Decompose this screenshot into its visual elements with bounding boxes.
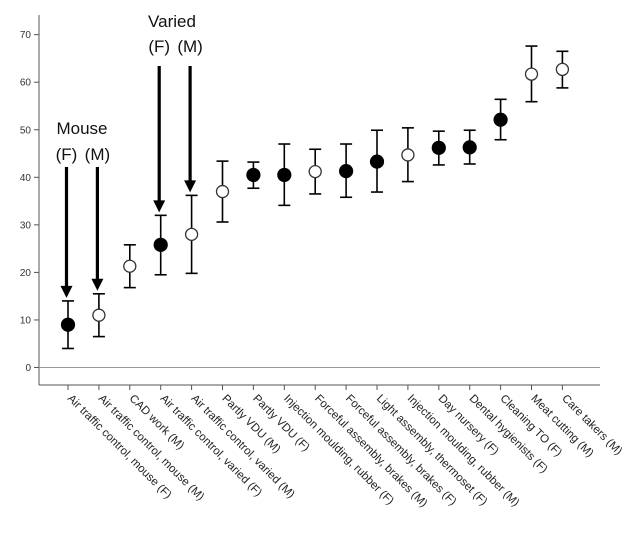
filled-data-point	[246, 167, 261, 183]
y-tick-label: 70	[20, 30, 32, 41]
filled-data-point	[277, 167, 292, 183]
x-axis	[39, 367, 600, 390]
y-tick-label: 50	[20, 125, 32, 136]
open-data-point	[555, 62, 570, 77]
annotation-label: (F)	[148, 37, 170, 56]
open-data-point	[524, 67, 539, 81]
annotation-title: Mouse	[56, 119, 107, 138]
open-data-point	[184, 227, 199, 242]
filled-data-point	[462, 140, 477, 155]
open-data-point	[308, 164, 322, 179]
arrow-down-icon	[184, 180, 197, 193]
arrow-down-icon	[153, 200, 166, 213]
filled-data-point	[431, 140, 446, 155]
annotation-label: (F)	[56, 145, 78, 164]
category-label: Forceful assembly, brakes (M)	[312, 393, 429, 510]
filled-data-point	[493, 112, 508, 127]
category-labels: Air traffic control, mouse (F)Air traffi…	[65, 393, 624, 510]
y-tick-label: 60	[20, 78, 32, 89]
filled-data-point	[369, 154, 385, 169]
filled-data-point	[153, 237, 168, 252]
y-tick-label: 10	[20, 315, 32, 326]
y-tick-label: 0	[25, 363, 31, 374]
open-data-point	[215, 184, 230, 199]
y-tick-label: 40	[20, 173, 32, 184]
annotation-title: Varied	[148, 12, 196, 31]
data-markers	[60, 62, 570, 332]
open-data-point	[92, 308, 106, 322]
y-tick-label: 20	[20, 268, 32, 279]
annotation-mouse: Mouse (F) (M)	[56, 119, 110, 298]
annotation-label: (M)	[85, 145, 110, 164]
category-label: CAD work (M)	[127, 393, 187, 453]
filled-data-point	[60, 317, 76, 332]
error-bars	[62, 45, 569, 350]
y-axis: 0 10 20 30 40 50 60 70	[20, 15, 40, 385]
annotation-varied: Varied (F) (M)	[148, 12, 203, 213]
arrow-down-icon	[60, 285, 73, 298]
arrow-down-icon	[91, 278, 104, 291]
filled-data-point	[339, 164, 354, 179]
open-data-point	[401, 148, 415, 162]
y-tick-label: 30	[20, 220, 32, 231]
annotation-label: (M)	[177, 37, 202, 56]
open-data-point	[123, 259, 137, 273]
annotations: Mouse (F) (M) Varied (F) (M)	[56, 12, 203, 298]
category-label: Injection moulding, rubber (M)	[405, 393, 522, 510]
